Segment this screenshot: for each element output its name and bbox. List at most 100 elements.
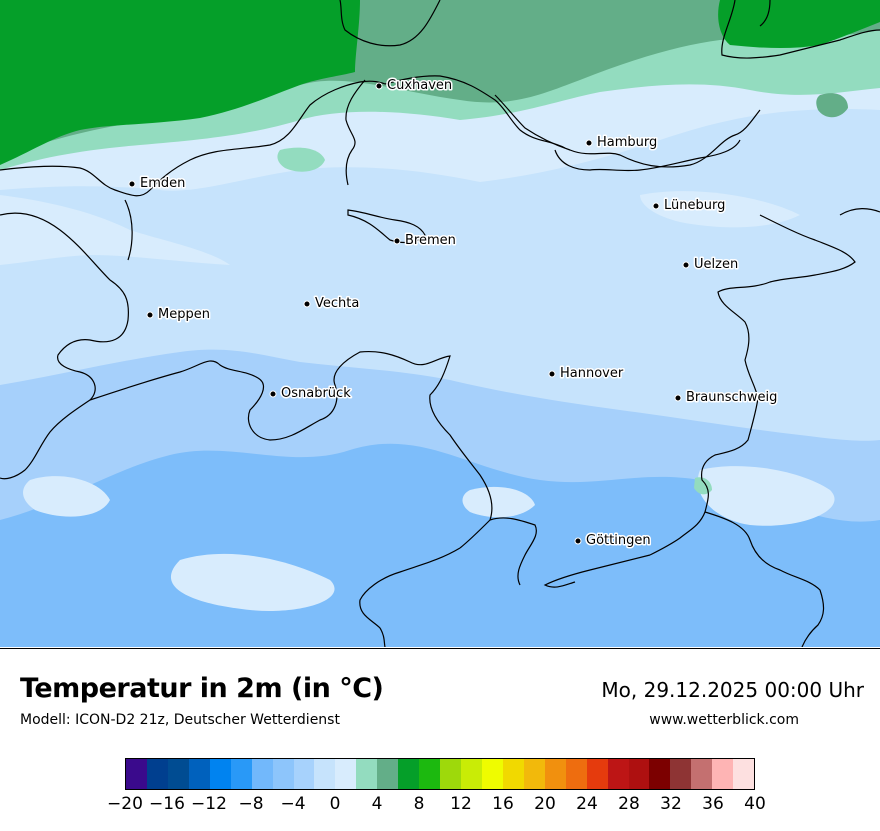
- legend-swatch: [230, 759, 252, 789]
- state-border: [721, 0, 880, 59]
- state-border: [759, 0, 771, 27]
- state-border-east: [649, 214, 856, 556]
- coastline: [384, 75, 566, 149]
- legend-tick-label: 20: [534, 794, 556, 814]
- city-marker-emden: Emden: [128, 175, 187, 193]
- city-label: Uelzen: [694, 257, 738, 272]
- city-label: Osnabrück: [281, 386, 351, 401]
- weather-map: Cuxhaven Hamburg Emden Lüneburg Bremen U…: [0, 0, 880, 647]
- state-border-east: [839, 208, 880, 216]
- city-dot: [303, 300, 311, 308]
- legend-swatch: [544, 759, 566, 789]
- legend-swatch: [167, 759, 189, 789]
- city-marker-bremen: Bremen: [393, 232, 457, 250]
- city-label: Vechta: [315, 296, 359, 311]
- city-marker-goettingen: Göttingen: [574, 532, 652, 550]
- legend-swatch: [335, 759, 357, 789]
- website-url: www.wetterblick.com: [649, 712, 799, 728]
- legend-swatch: [628, 759, 650, 789]
- legend-swatch: [440, 759, 461, 789]
- legend-swatch: [565, 759, 587, 789]
- city-dot: [393, 237, 401, 245]
- bremen-border: [347, 209, 426, 244]
- national-border-west: [0, 212, 130, 480]
- city-label: Göttingen: [586, 533, 651, 548]
- legend-swatch: [733, 759, 755, 789]
- legend-swatch: [188, 759, 210, 789]
- city-markers: Cuxhaven Hamburg Emden Lüneburg Bremen U…: [128, 77, 779, 550]
- elbe-river-border: [494, 94, 761, 168]
- temperature-patch-mint: [277, 147, 325, 172]
- legend-swatch: [607, 759, 629, 789]
- city-dot: [574, 537, 582, 545]
- legend-swatch: [712, 759, 734, 789]
- temperature-patch-light: [462, 486, 535, 518]
- coastline: [0, 80, 386, 197]
- temperature-legend-ticks: −20 −16 −12 −8 −4 0 4 8 12 16 20 24 28 32 36 40: [0, 794, 880, 818]
- borders: [0, 0, 880, 647]
- legend-tick-label: 12: [450, 794, 472, 814]
- legend-tick-label: −16: [149, 794, 185, 814]
- legend-tick-label: 36: [702, 794, 724, 814]
- city-marker-uelzen: Uelzen: [682, 256, 740, 274]
- city-dot: [375, 82, 383, 90]
- city-dot: [652, 202, 660, 210]
- city-dot: [269, 390, 277, 398]
- city-marker-vechta: Vechta: [303, 295, 361, 313]
- temperature-patch-light: [697, 466, 835, 526]
- national-border-west: [124, 199, 133, 261]
- city-dot: [585, 139, 593, 147]
- legend-swatch: [398, 759, 420, 789]
- state-border-southeast: [704, 511, 825, 647]
- legend-tick-label: 24: [576, 794, 598, 814]
- legend-swatch: [251, 759, 273, 789]
- legend-swatch: [272, 759, 294, 789]
- city-label: Meppen: [158, 307, 210, 322]
- temperature-patch-green: [816, 93, 848, 118]
- legend-swatch: [356, 759, 378, 789]
- temperature-patch-light: [170, 553, 335, 611]
- city-label: Hannover: [560, 366, 624, 381]
- state-border: [339, 0, 441, 47]
- city-label: Braunschweig: [686, 390, 777, 405]
- legend-swatch: [146, 759, 168, 789]
- legend-swatch: [126, 759, 147, 789]
- legend-swatch: [691, 759, 713, 789]
- temperature-patch-light: [640, 191, 800, 228]
- legend-swatch: [377, 759, 399, 789]
- city-label: Hamburg: [597, 135, 657, 150]
- state-border-south: [359, 547, 461, 647]
- city-dot: [548, 370, 556, 378]
- legend-tick-label: 4: [371, 794, 383, 814]
- legend-tick-label: 0: [329, 794, 341, 814]
- legend-tick-label: 8: [413, 794, 425, 814]
- legend-swatch: [461, 759, 482, 789]
- city-dot: [682, 261, 690, 269]
- map-title: Temperatur in 2m (in °C): [20, 673, 384, 704]
- state-border-south: [89, 350, 493, 549]
- city-label: Emden: [140, 176, 185, 191]
- sea-area: [718, 0, 880, 49]
- elbe-river-border: [345, 79, 366, 186]
- city-marker-hannover: Hannover: [548, 365, 625, 383]
- legend-tick-label: 16: [492, 794, 514, 814]
- legend-tick-label: 32: [660, 794, 682, 814]
- legend-swatch: [209, 759, 231, 789]
- city-dot: [146, 311, 154, 319]
- city-label: Cuxhaven: [387, 78, 452, 93]
- legend-swatch: [586, 759, 608, 789]
- legend-swatch: [649, 759, 671, 789]
- city-marker-braunschweig: Braunschweig: [674, 389, 779, 407]
- city-label: Lüneburg: [664, 198, 725, 213]
- city-marker-cuxhaven: Cuxhaven: [375, 77, 454, 95]
- temperature-patch-light: [23, 476, 110, 517]
- city-label: Bremen: [405, 233, 456, 248]
- city-marker-osnabrueck: Osnabrück: [269, 385, 353, 403]
- legend-tick-label: 40: [744, 794, 766, 814]
- legend-swatch: [670, 759, 692, 789]
- legend-swatch: [502, 759, 524, 789]
- legend-swatch: [481, 759, 503, 789]
- temperature-legend-colorbar: [125, 758, 755, 790]
- legend-swatch: [419, 759, 441, 789]
- legend-swatch: [523, 759, 545, 789]
